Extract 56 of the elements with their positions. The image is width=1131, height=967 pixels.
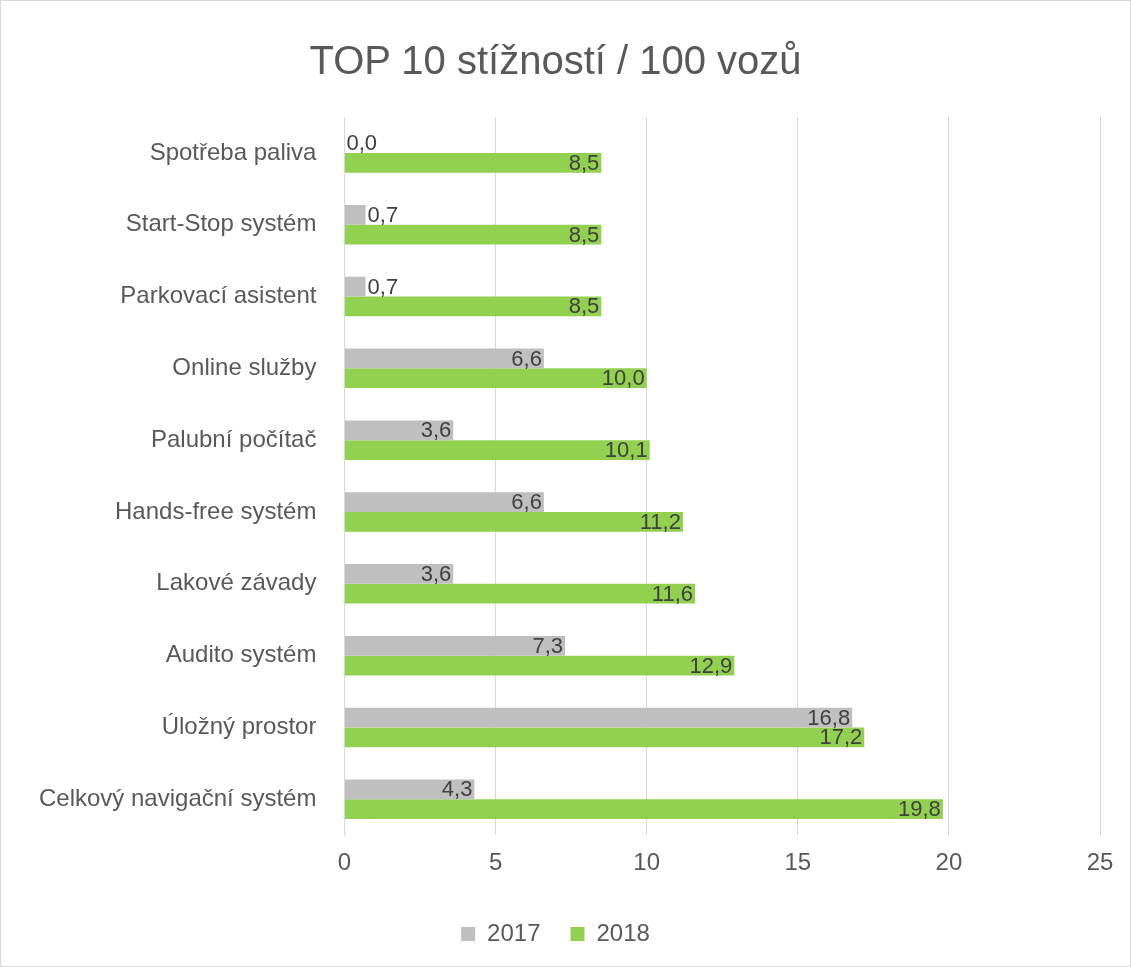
y-tick-label: Celkový navigační systém [38,783,317,811]
bar [344,727,865,748]
bar [344,707,853,728]
x-tick-label: 20 [935,848,963,876]
data-label: 3,6 [420,561,452,587]
bar [344,276,366,297]
y-tick-label: Parkovací asistent [120,281,317,309]
bar [344,492,544,513]
x-tick-label: 5 [488,848,503,876]
y-tick-label: Audito systém [165,640,317,668]
bar [344,512,683,532]
data-label: 0,0 [346,130,378,156]
bar [344,420,454,441]
x-tick-label: 15 [784,848,812,876]
y-tick-label: Hands-free systém [115,496,317,524]
legend-label: 2018 [596,918,650,946]
bar [344,799,943,820]
bar [344,655,735,676]
data-label: 10,0 [601,365,645,391]
bar [344,583,696,604]
x-tick-label: 0 [337,848,352,876]
y-tick-label: Lakové závady [156,568,317,596]
x-tick-label: 25 [1086,848,1114,876]
data-label: 8,5 [568,221,600,247]
y-tick-label: Úložný prostor [161,712,317,740]
data-label: 12,9 [689,652,733,678]
data-label: 16,8 [807,704,851,730]
y-tick-label: Online služby [172,352,317,380]
data-label: 4,3 [441,776,473,802]
data-label: 0,7 [367,273,399,299]
data-label: 7,3 [532,632,564,658]
bar [344,440,650,460]
bar [344,152,602,173]
data-label: 10,1 [604,437,648,463]
data-label: 6,6 [511,489,542,515]
data-label: 8,5 [568,149,600,175]
data-label: 11,2 [639,508,681,534]
data-label: 8,5 [568,293,600,319]
data-label: 0,7 [367,201,399,227]
y-tick-label: Palubní počítač [150,424,317,452]
bar [344,635,566,656]
x-tick-label: 10 [633,848,661,876]
bar [344,296,602,317]
bar [344,368,647,389]
bar [344,204,366,225]
data-label: 19,8 [898,796,941,822]
y-tick-label: Start-Stop systém [125,209,317,237]
data-label: 6,6 [511,345,542,371]
legend-label: 2017 [487,918,541,946]
bar [344,564,454,584]
bar [344,348,544,369]
data-label: 11,6 [651,580,694,606]
chart-title: TOP 10 stížností / 100 vozů [309,38,802,83]
y-tick-label: Spotřeba paliva [149,137,318,165]
data-label: 3,6 [420,417,452,443]
bar [344,224,602,245]
